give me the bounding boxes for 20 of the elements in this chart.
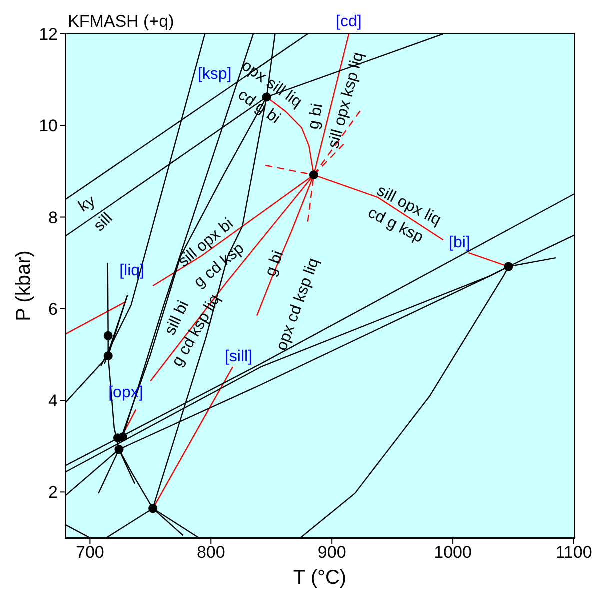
x-tick-label: 900 <box>318 543 346 562</box>
y-tick-label: 8 <box>48 208 58 228</box>
y-tick-label: 2 <box>48 483 58 502</box>
x-axis-title: T (°C) <box>293 567 347 589</box>
x-tick-label: 700 <box>76 543 104 562</box>
y-tick-label: 12 <box>39 25 58 44</box>
annotation: g bi <box>262 248 288 279</box>
annotation: [ksp] <box>198 66 232 83</box>
y-tick-label: 6 <box>48 300 58 319</box>
y-tick-label: 4 <box>48 392 58 411</box>
x-tick-label: 1000 <box>434 543 472 562</box>
annotation: g bi <box>305 102 327 131</box>
chart-title: KFMASH (+q) <box>68 12 174 31</box>
y-axis-title: P (kbar) <box>13 250 35 322</box>
text: [cd] <box>336 14 362 30</box>
x-tick-label: 1100 <box>556 543 592 562</box>
x-tick-label: 800 <box>196 543 226 562</box>
annotation: [sill] <box>224 348 252 366</box>
y-tick-label: 10 <box>39 116 58 136</box>
annotation: [bi] <box>449 234 470 252</box>
